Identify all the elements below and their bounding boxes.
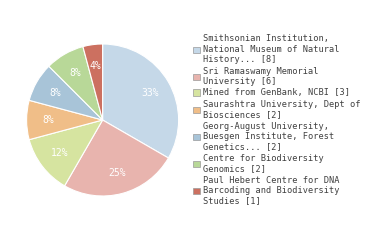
Wedge shape <box>27 100 103 140</box>
Text: 8%: 8% <box>70 68 81 78</box>
Text: 12%: 12% <box>51 148 68 158</box>
Legend: Smithsonian Institution,
National Museum of Natural
History... [8], Sri Ramaswam: Smithsonian Institution, National Museum… <box>193 35 361 205</box>
Wedge shape <box>83 44 103 120</box>
Text: 8%: 8% <box>42 115 54 125</box>
Wedge shape <box>29 120 103 186</box>
Wedge shape <box>65 120 168 196</box>
Wedge shape <box>103 44 179 158</box>
Wedge shape <box>29 66 103 120</box>
Wedge shape <box>49 47 103 120</box>
Text: 4%: 4% <box>90 61 101 71</box>
Text: 33%: 33% <box>141 88 159 98</box>
Text: 8%: 8% <box>49 88 61 98</box>
Text: 25%: 25% <box>108 168 125 178</box>
